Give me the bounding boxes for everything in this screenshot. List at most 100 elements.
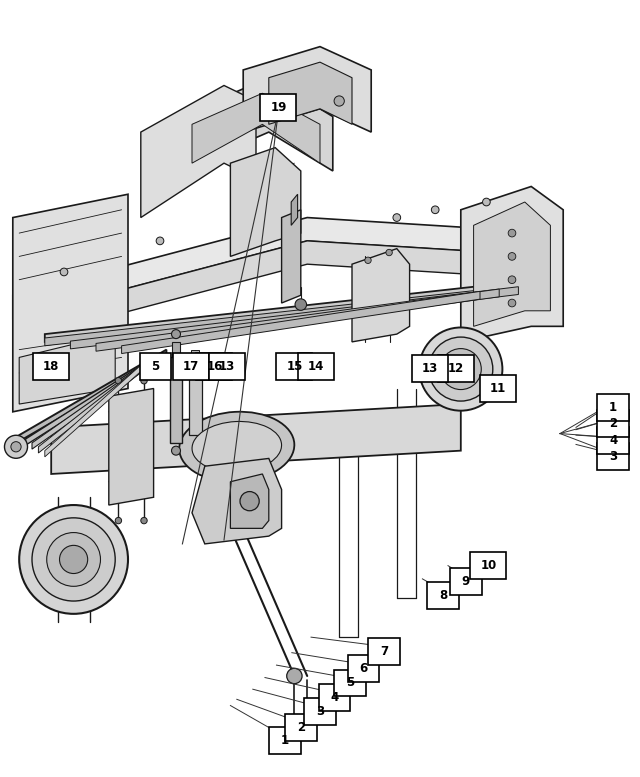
Text: 13: 13 <box>422 362 438 375</box>
Polygon shape <box>122 291 480 354</box>
Circle shape <box>276 96 287 106</box>
FancyBboxPatch shape <box>368 638 400 664</box>
Text: 5: 5 <box>152 361 159 373</box>
Polygon shape <box>96 289 499 351</box>
Polygon shape <box>172 342 180 357</box>
Polygon shape <box>192 458 282 544</box>
FancyBboxPatch shape <box>285 714 317 740</box>
FancyBboxPatch shape <box>196 354 232 380</box>
Text: 11: 11 <box>490 382 506 395</box>
Text: 4: 4 <box>331 692 339 704</box>
Polygon shape <box>13 194 128 412</box>
FancyBboxPatch shape <box>412 355 448 382</box>
Polygon shape <box>45 284 538 346</box>
Circle shape <box>115 517 122 524</box>
Circle shape <box>334 96 344 106</box>
Text: 18: 18 <box>43 361 60 373</box>
Text: 16: 16 <box>206 361 223 373</box>
Circle shape <box>163 362 170 368</box>
Text: 1: 1 <box>609 401 617 413</box>
Circle shape <box>115 378 122 384</box>
Circle shape <box>141 378 147 384</box>
Circle shape <box>508 276 516 284</box>
Circle shape <box>483 198 490 206</box>
Circle shape <box>4 435 28 458</box>
FancyBboxPatch shape <box>140 354 172 380</box>
Circle shape <box>295 299 307 310</box>
FancyBboxPatch shape <box>260 94 296 120</box>
FancyBboxPatch shape <box>334 670 366 696</box>
Polygon shape <box>269 62 352 124</box>
Circle shape <box>440 349 481 389</box>
Polygon shape <box>352 249 410 342</box>
Text: 2: 2 <box>609 417 617 430</box>
Polygon shape <box>19 350 166 441</box>
Polygon shape <box>461 186 563 342</box>
FancyBboxPatch shape <box>597 427 629 454</box>
Text: 2: 2 <box>297 721 305 733</box>
Polygon shape <box>32 357 154 449</box>
Text: 1: 1 <box>281 734 289 747</box>
Circle shape <box>11 441 21 452</box>
Text: 7: 7 <box>380 645 388 657</box>
FancyBboxPatch shape <box>597 394 629 420</box>
Circle shape <box>172 446 180 455</box>
Text: 14: 14 <box>308 361 324 373</box>
Polygon shape <box>13 218 557 319</box>
Text: 15: 15 <box>286 361 303 373</box>
Polygon shape <box>291 194 298 225</box>
Polygon shape <box>170 357 182 443</box>
Text: 17: 17 <box>182 361 199 373</box>
FancyBboxPatch shape <box>597 444 629 470</box>
FancyBboxPatch shape <box>33 354 69 380</box>
FancyBboxPatch shape <box>173 354 209 380</box>
Circle shape <box>60 545 88 573</box>
Circle shape <box>508 229 516 237</box>
Circle shape <box>393 214 401 221</box>
Circle shape <box>419 327 502 411</box>
Circle shape <box>19 505 128 614</box>
Ellipse shape <box>192 421 282 472</box>
Circle shape <box>172 329 180 339</box>
FancyBboxPatch shape <box>427 582 459 608</box>
Circle shape <box>159 357 174 373</box>
Polygon shape <box>192 93 320 163</box>
Circle shape <box>431 206 439 214</box>
Ellipse shape <box>179 412 294 482</box>
Polygon shape <box>26 354 160 445</box>
Polygon shape <box>230 148 301 256</box>
Polygon shape <box>282 210 301 303</box>
Polygon shape <box>474 202 550 326</box>
Text: 19: 19 <box>270 101 287 113</box>
FancyBboxPatch shape <box>470 552 506 579</box>
Circle shape <box>156 237 164 245</box>
Text: 4: 4 <box>609 434 617 447</box>
Circle shape <box>32 517 115 601</box>
FancyBboxPatch shape <box>597 410 629 437</box>
Polygon shape <box>70 287 518 349</box>
Polygon shape <box>19 334 115 404</box>
FancyBboxPatch shape <box>276 354 312 380</box>
Text: 13: 13 <box>219 361 236 373</box>
Circle shape <box>141 517 147 524</box>
Polygon shape <box>191 350 199 365</box>
FancyBboxPatch shape <box>209 354 245 380</box>
Text: 6: 6 <box>360 662 367 674</box>
Circle shape <box>508 253 516 260</box>
Polygon shape <box>51 404 461 474</box>
FancyBboxPatch shape <box>319 685 351 711</box>
FancyBboxPatch shape <box>269 727 301 754</box>
Circle shape <box>508 299 516 307</box>
Polygon shape <box>141 85 256 218</box>
Polygon shape <box>45 365 141 457</box>
Polygon shape <box>230 474 269 528</box>
Circle shape <box>47 532 100 587</box>
Circle shape <box>287 668 302 684</box>
Polygon shape <box>243 47 371 132</box>
Text: 10: 10 <box>480 559 497 572</box>
Circle shape <box>429 337 493 401</box>
Circle shape <box>451 359 471 379</box>
FancyBboxPatch shape <box>480 375 516 402</box>
Text: 5: 5 <box>346 677 354 689</box>
Polygon shape <box>38 361 147 453</box>
